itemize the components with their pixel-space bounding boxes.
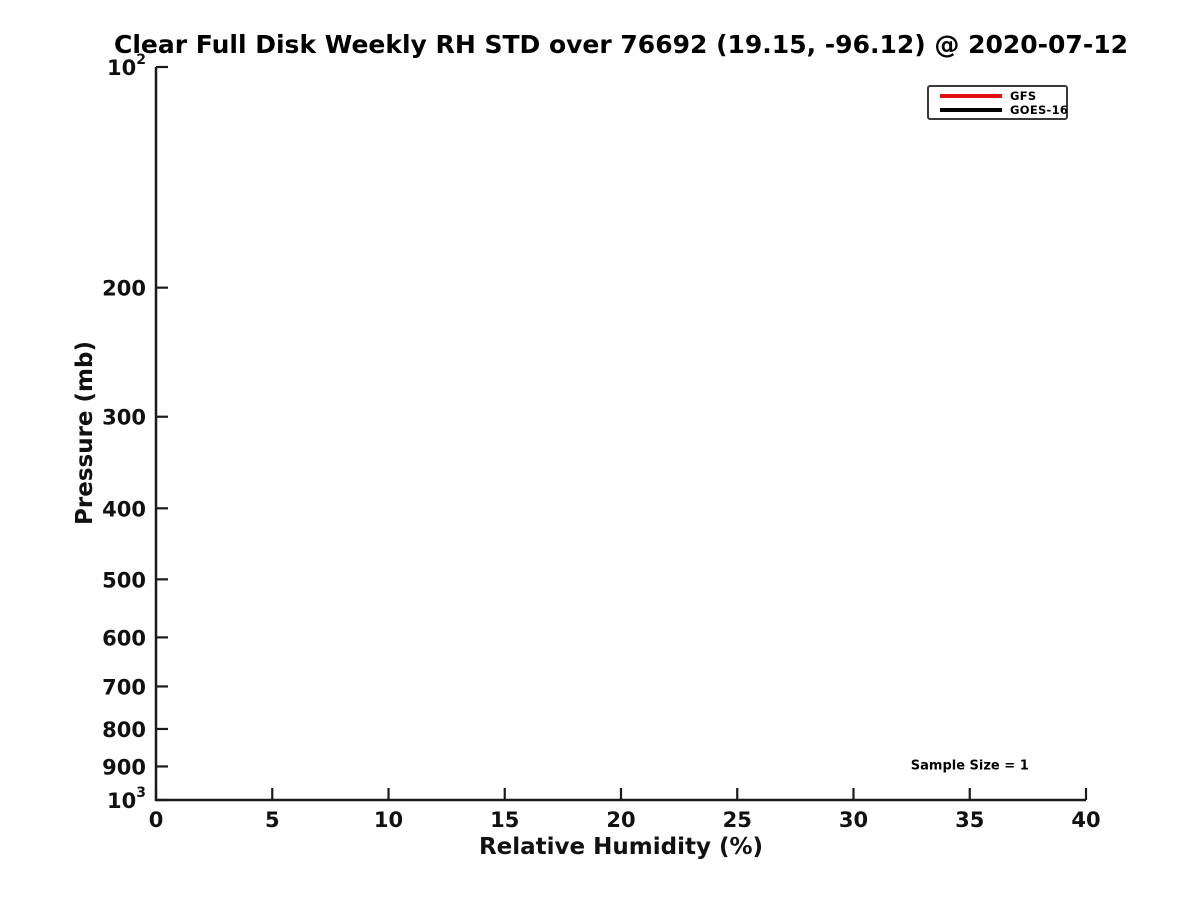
x-tick-label: 15 [490, 808, 519, 832]
legend-item-goes16: GOES-16 [940, 103, 1068, 117]
y-tick-label: 102 [107, 52, 146, 80]
y-tick-label: 700 [102, 675, 146, 699]
legend-label-goes16: GOES-16 [1010, 103, 1069, 117]
chart-title: Clear Full Disk Weekly RH STD over 76692… [113, 30, 1129, 59]
x-tick-label: 0 [149, 808, 164, 832]
x-tick-label: 40 [1071, 808, 1100, 832]
y-tick-labels: 102 200 300 400 500 600 700 800 900 103 [102, 52, 146, 813]
y-tick-label: 800 [102, 718, 146, 742]
y-axis-label: Pressure (mb) [72, 341, 98, 525]
y-tick-label: 300 [102, 406, 146, 430]
x-tick-label: 35 [955, 808, 984, 832]
y-tick-label: 200 [102, 277, 146, 301]
x-axis-label: Relative Humidity (%) [478, 834, 764, 860]
y-tick-label: 600 [102, 626, 146, 650]
legend-label-gfs: GFS [1010, 89, 1037, 103]
x-tick-labels: 0 5 10 15 20 25 30 35 40 [149, 808, 1101, 832]
x-tick-label: 5 [265, 808, 280, 832]
goes16-line-swatch [940, 108, 1002, 112]
x-tick-label: 10 [374, 808, 403, 832]
x-tick-label: 20 [606, 808, 635, 832]
x-axis-ticks [154, 788, 1088, 800]
gfs-line-swatch [940, 94, 1002, 98]
x-tick-label: 30 [839, 808, 868, 832]
legend-item-gfs: GFS [940, 89, 1058, 103]
sample-size-annotation: Sample Size = 1 [910, 758, 1029, 774]
y-tick-label: 900 [102, 755, 146, 779]
x-tick-label: 25 [723, 808, 752, 832]
y-axis-ticks [156, 65, 168, 802]
axis-spines [154, 67, 1086, 802]
y-tick-label: 103 [107, 785, 146, 813]
y-tick-label: 500 [102, 568, 146, 592]
y-tick-label: 400 [102, 497, 146, 521]
legend: GFS GOES-16 [927, 85, 1068, 120]
